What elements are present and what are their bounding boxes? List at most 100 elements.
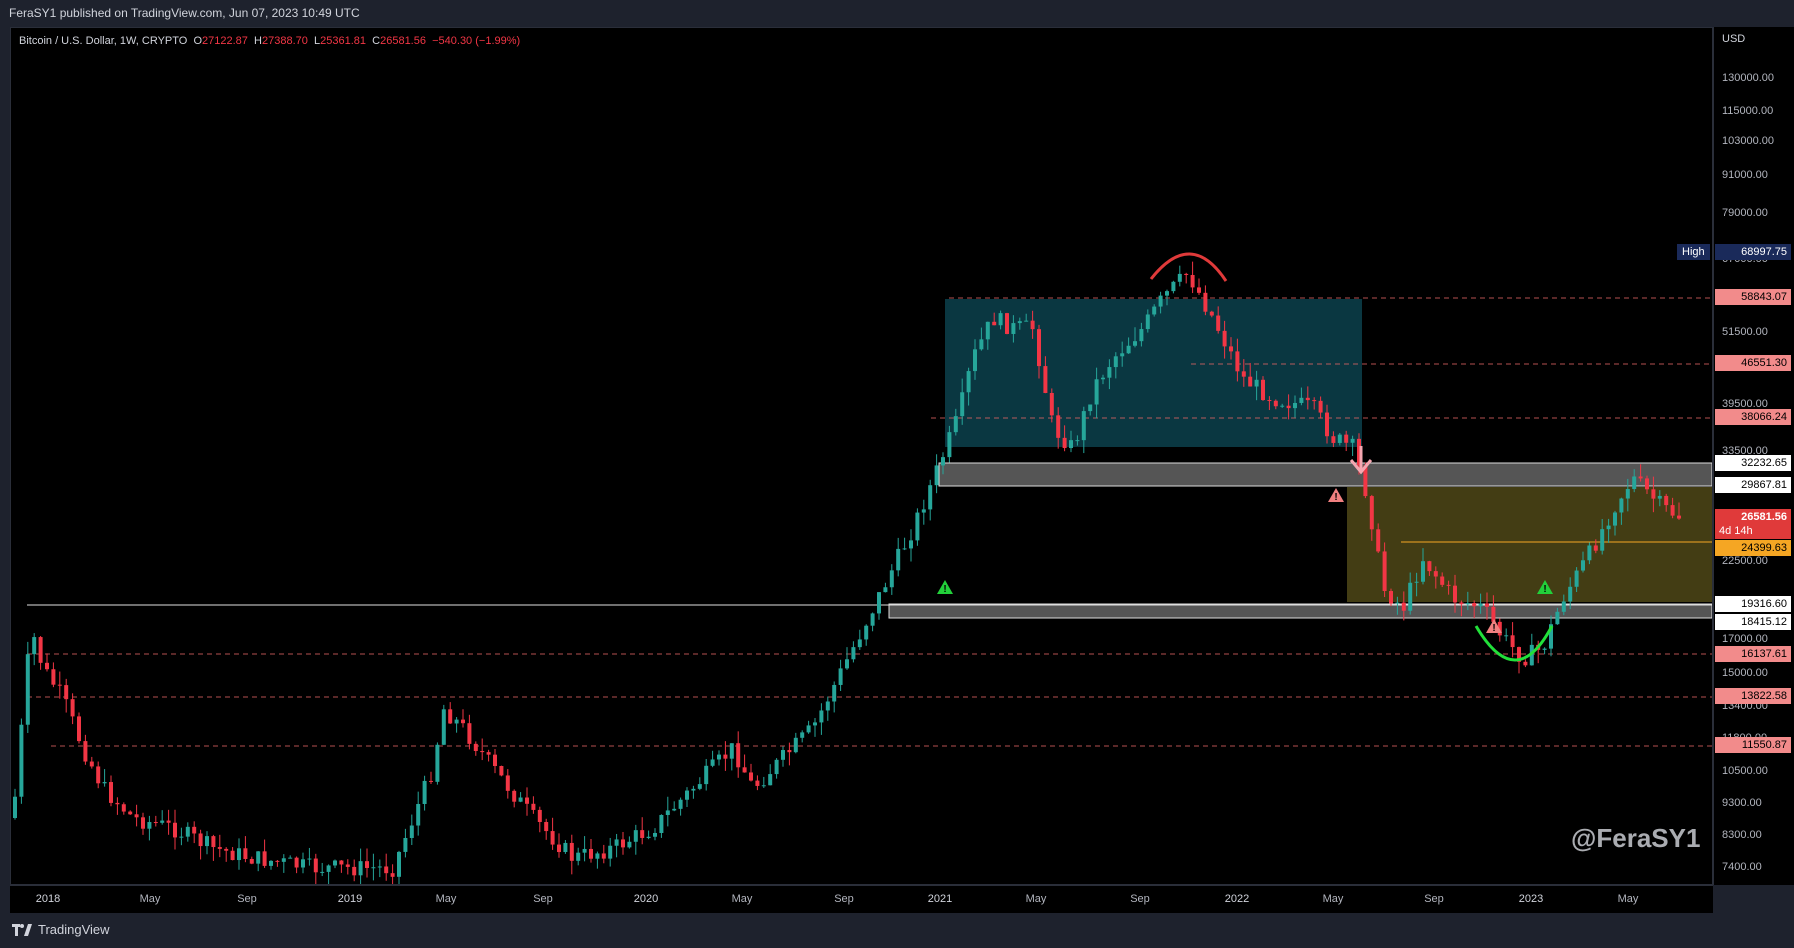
- svg-text:!: !: [1334, 492, 1337, 503]
- candle-body: [1030, 320, 1035, 330]
- candle-body: [1542, 648, 1547, 650]
- price-tag-46551: 46551.30: [1715, 355, 1791, 371]
- candle-body: [403, 837, 408, 852]
- candle-body: [819, 710, 824, 723]
- candle-body: [1529, 644, 1534, 666]
- candle-body: [1664, 495, 1669, 506]
- candle-body: [973, 349, 977, 372]
- candle-body: [781, 750, 785, 760]
- candle-body: [1670, 505, 1675, 516]
- warning-icon-pink-left: !: [1328, 488, 1344, 503]
- candle-body: [1574, 570, 1579, 587]
- candle-body: [57, 684, 62, 686]
- time-tick: May: [1617, 893, 1639, 905]
- candle-body: [627, 841, 632, 848]
- candle-body: [429, 780, 433, 782]
- time-axis[interactable]: [10, 885, 1713, 913]
- tradingview-brand[interactable]: TradingView: [12, 922, 110, 937]
- price-tick: 115000.00: [1722, 105, 1774, 117]
- candle-body: [998, 313, 1003, 326]
- candle-body: [269, 860, 273, 866]
- candle-body: [979, 339, 984, 350]
- price-tag-16137: 16137.61: [1715, 646, 1791, 662]
- candle-body: [89, 761, 94, 767]
- candle-body: [633, 830, 638, 842]
- time-tick: May: [1025, 893, 1047, 905]
- candle-body: [1369, 496, 1374, 530]
- candle-body: [761, 785, 766, 787]
- candle-body: [774, 759, 779, 775]
- candle-body: [1344, 434, 1349, 443]
- candle-body: [992, 321, 997, 326]
- candle-body: [1209, 311, 1214, 316]
- price-tick: 17000.00: [1722, 633, 1768, 645]
- publish-header: FeraSY1 published on TradingView.com, Ju…: [0, 0, 1794, 27]
- candle-body: [1184, 273, 1189, 275]
- candle-body: [800, 732, 805, 738]
- candle-body: [1024, 320, 1029, 322]
- candle-body: [377, 866, 382, 868]
- price-tag-13822: 13822.58: [1715, 688, 1791, 704]
- candle-body: [544, 822, 549, 832]
- time-tick: Sep: [533, 893, 553, 905]
- candle-body: [1395, 602, 1400, 604]
- candle-body: [45, 662, 49, 670]
- price-tag-29867: 29867.81: [1715, 477, 1791, 493]
- candle-body: [1107, 367, 1112, 378]
- candle-body: [557, 844, 561, 853]
- chart-pane[interactable]: ! ! ! ! Bitcoin / U.S. Dollar, 1W, CRYPT…: [10, 27, 1713, 885]
- candle-body: [1305, 397, 1310, 401]
- candle-body: [384, 866, 389, 874]
- candle-body: [717, 754, 721, 760]
- candle-body: [1549, 624, 1553, 649]
- candle-body: [1254, 379, 1259, 387]
- candle-body: [390, 873, 395, 877]
- candle-body: [1293, 402, 1297, 409]
- candle-body: [1638, 476, 1643, 479]
- candle-body: [921, 509, 926, 513]
- candlestick-chart[interactable]: ! ! ! !: [11, 28, 1712, 884]
- candles-group: [13, 261, 1681, 884]
- candle-body: [1606, 525, 1611, 530]
- candle-body: [736, 743, 741, 768]
- candle-body: [1440, 576, 1445, 585]
- candle-body: [1069, 440, 1073, 449]
- publish-text: FeraSY1 published on TradingView.com, Ju…: [9, 6, 360, 20]
- candle-body: [1389, 591, 1393, 604]
- candle-body: [729, 743, 734, 759]
- price-tick: 103000.00: [1722, 135, 1774, 147]
- time-tick: May: [435, 893, 457, 905]
- candle-body: [941, 457, 945, 466]
- close-label: C: [372, 35, 381, 47]
- candle-body: [646, 836, 651, 838]
- price-tick: 9300.00: [1722, 797, 1762, 809]
- candle-body: [64, 685, 69, 700]
- candle-body: [409, 825, 414, 838]
- candle-body: [1510, 635, 1515, 648]
- price-tag-19316: 19316.60: [1715, 596, 1791, 612]
- candle-body: [845, 659, 849, 669]
- candle-body: [1222, 330, 1227, 347]
- candle-body: [1011, 323, 1016, 334]
- candle-body: [1593, 545, 1598, 551]
- candle-body: [1017, 321, 1022, 324]
- candle-body: [749, 772, 753, 781]
- candle-body: [397, 851, 401, 877]
- bottom-arc: [1474, 625, 1554, 662]
- candle-body: [320, 871, 325, 873]
- candle-body: [179, 836, 184, 838]
- candle-body: [217, 847, 222, 849]
- time-tick: Sep: [237, 893, 257, 905]
- candle-body: [1497, 621, 1502, 636]
- time-tick: 2023: [1518, 893, 1544, 905]
- open-value: 27122.87: [202, 35, 248, 47]
- candle-body: [1504, 635, 1509, 637]
- candle-body: [326, 865, 331, 872]
- candle-body: [813, 722, 817, 726]
- candle-body: [537, 809, 542, 823]
- candle-body: [294, 857, 299, 868]
- candle-body: [1158, 295, 1163, 307]
- candle-body: [896, 548, 901, 571]
- svg-text:!: !: [943, 584, 946, 595]
- candle-body: [1427, 561, 1432, 572]
